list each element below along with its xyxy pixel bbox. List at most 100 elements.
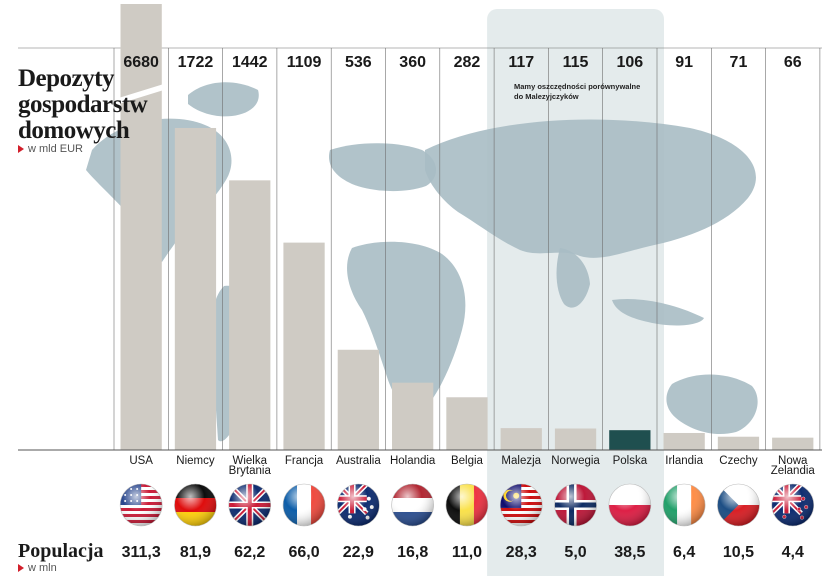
flag-gloss <box>717 484 760 526</box>
value-label: 360 <box>399 54 426 71</box>
category-label: Czechy <box>719 455 758 467</box>
flags <box>119 483 815 527</box>
flag-gloss <box>391 484 434 526</box>
bar-break-mark <box>118 84 164 104</box>
flag-netherlands-icon <box>391 483 434 527</box>
category-label: Wielka <box>232 455 267 467</box>
value-label: 536 <box>345 54 372 71</box>
bar-norwegia <box>554 428 597 450</box>
category-label: Niemcy <box>176 455 215 467</box>
population-value: 81,9 <box>180 544 211 561</box>
population-value: 66,0 <box>288 544 319 561</box>
population-value: 16,8 <box>397 544 428 561</box>
flag-gloss <box>445 484 488 526</box>
flag-czechia-icon <box>717 483 760 527</box>
category-label: Francja <box>285 455 324 467</box>
population-value: 6,4 <box>673 544 695 561</box>
population-value: 311,3 <box>122 544 161 561</box>
flag-australia-icon <box>337 483 380 527</box>
category-label: Norwegia <box>551 455 600 467</box>
flag-gloss <box>283 484 326 526</box>
value-label: 71 <box>730 54 748 71</box>
value-label: 117 <box>508 54 534 71</box>
annotation-line-2: do Malezyjczyków <box>514 92 579 101</box>
flag-france-icon <box>282 483 326 527</box>
bar-australia <box>337 349 379 450</box>
landmass-9 <box>612 298 704 326</box>
bar-holandia <box>392 382 434 450</box>
population-unit: w mln <box>18 562 57 574</box>
landmass-5 <box>347 241 466 412</box>
population-value: 62,2 <box>234 544 265 561</box>
bar-belgia <box>446 397 488 450</box>
value-label: 1109 <box>287 54 322 71</box>
flag-gloss <box>771 484 814 526</box>
bar-wielka-brytania <box>229 180 271 450</box>
flag-usa-icon <box>119 483 163 527</box>
category-label: Polska <box>613 455 648 467</box>
bar-irlandia <box>663 432 705 450</box>
landmass-2 <box>188 82 259 117</box>
category-label: USA <box>129 455 153 467</box>
bar-usa <box>120 4 162 450</box>
flag-uk-icon <box>228 483 272 527</box>
population-value: 28,3 <box>506 544 537 561</box>
annotation-line-1: Mamy oszczędności porównywalne <box>514 82 640 91</box>
value-label: 66 <box>784 54 802 71</box>
bar-nowa-zelandia <box>772 437 814 450</box>
title-line-3: domowych <box>18 117 130 144</box>
population-unit-text: w mln <box>28 562 57 574</box>
flag-gloss <box>228 484 271 526</box>
flag-gloss <box>337 484 380 526</box>
flag-poland-icon <box>608 483 652 527</box>
category-label: Irlandia <box>665 455 703 467</box>
flag-gloss <box>120 484 163 526</box>
value-label: 106 <box>616 54 643 71</box>
category-label: Malezja <box>501 455 541 467</box>
title-line-1: Depozyty <box>18 65 114 92</box>
flag-belgium-icon <box>445 483 489 527</box>
bar-malezja <box>500 428 542 450</box>
population-value: 38,5 <box>614 544 645 561</box>
category-label: Belgia <box>451 455 484 467</box>
triangle-icon <box>18 564 24 572</box>
landmass-3 <box>328 143 437 192</box>
flag-norway-icon <box>554 483 597 527</box>
population-values: 311,3 81,9 62,2 66,0 22,9 16,8 11,0 28,3 5,0 38,5… <box>122 544 804 561</box>
population-value: 5,0 <box>564 544 586 561</box>
landmass-8 <box>666 374 758 435</box>
value-label: 115 <box>563 54 589 71</box>
flag-gloss <box>500 484 543 526</box>
chart-title: Depozyty gospodarstw domowych <box>18 65 148 144</box>
category-label: Nowa <box>778 455 808 467</box>
flag-new-zealand-icon <box>771 483 815 527</box>
population-value: 22,9 <box>343 544 374 561</box>
bars <box>118 4 814 451</box>
flag-gloss <box>554 484 597 526</box>
flag-germany-icon <box>174 483 217 527</box>
value-label: 1442 <box>232 54 268 71</box>
population-value: 4,4 <box>782 544 804 561</box>
value-label: 282 <box>454 54 481 71</box>
flag-gloss <box>608 484 651 526</box>
value-label: 91 <box>675 54 693 71</box>
bar-niemcy <box>174 127 217 451</box>
population-title: Populacja <box>18 540 104 562</box>
unit-label: w mld EUR <box>18 143 83 155</box>
bar-polska <box>609 430 651 450</box>
triangle-icon <box>18 145 24 153</box>
flag-malaysia-icon <box>499 483 543 527</box>
unit-label-text: w mld EUR <box>28 143 84 155</box>
category-label: Holandia <box>390 455 436 467</box>
category-label: Zelandia <box>771 465 816 477</box>
value-label: 6680 <box>123 54 159 71</box>
value-labels: 6680 1722 1442 1109 536 360 282 117 115 106 91 71 66 <box>123 54 801 71</box>
category-label: Brytania <box>229 465 272 477</box>
category-label: Australia <box>336 455 381 467</box>
landmass-4 <box>425 119 756 258</box>
title-line-2: gospodarstw <box>18 91 148 118</box>
population-value: 10,5 <box>723 544 754 561</box>
bar-francja <box>283 242 325 450</box>
